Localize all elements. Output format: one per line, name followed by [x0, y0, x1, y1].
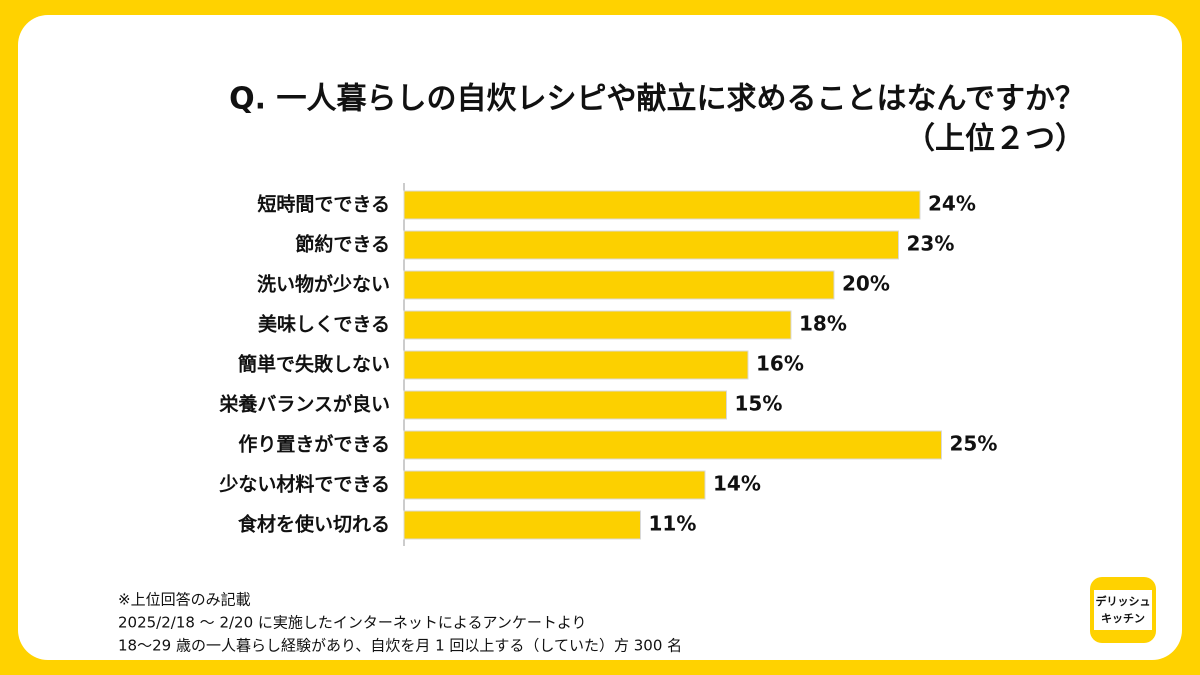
bar	[403, 430, 942, 460]
category-label: 作り置きができる	[238, 433, 390, 456]
bar	[403, 470, 706, 500]
category-label: 少ない材料でできる	[218, 473, 390, 496]
logo-inner	[1094, 590, 1152, 630]
value-label: 15%	[735, 392, 783, 416]
value-label: 24%	[928, 192, 976, 216]
bar	[403, 350, 749, 380]
chart-title: （上位２つ）	[905, 122, 1085, 157]
note: 18〜29 歳の一人暮らし経験があり、自炊を月 1 回以上する（していた）方 3…	[118, 637, 682, 655]
bar	[403, 510, 641, 540]
category-label: 短時間でできる	[257, 193, 390, 216]
note: 2025/2/18 〜 2/20 に実施したインターネットによるアンケートより	[118, 614, 587, 632]
value-label: 14%	[713, 472, 761, 496]
category-label: 節約できる	[295, 233, 390, 256]
bar	[403, 230, 899, 260]
value-label: 16%	[756, 352, 804, 376]
value-label: 25%	[950, 432, 998, 456]
category-label: 簡単で失敗しない	[238, 353, 390, 376]
bar	[403, 270, 835, 300]
category-label: 洗い物が少ない	[257, 273, 390, 296]
logo-text: キッチン	[1101, 612, 1145, 625]
value-label: 20%	[842, 272, 890, 296]
category-label: 栄養バランスが良い	[218, 393, 390, 416]
bar	[403, 310, 792, 340]
value-label: 18%	[799, 312, 847, 336]
note: ※上位回答のみ記載	[118, 591, 251, 609]
category-label: 食材を使い切れる	[238, 513, 390, 536]
logo-text: デリッシュ	[1096, 594, 1151, 608]
bar	[403, 190, 921, 220]
category-label: 美味しくできる	[258, 313, 390, 336]
chart-title: Q. 一人暮らしの自炊レシピや献立に求めることはなんですか？	[229, 82, 1085, 117]
value-label: 23%	[907, 232, 955, 256]
bar	[403, 390, 727, 420]
value-label: 11%	[649, 512, 697, 536]
